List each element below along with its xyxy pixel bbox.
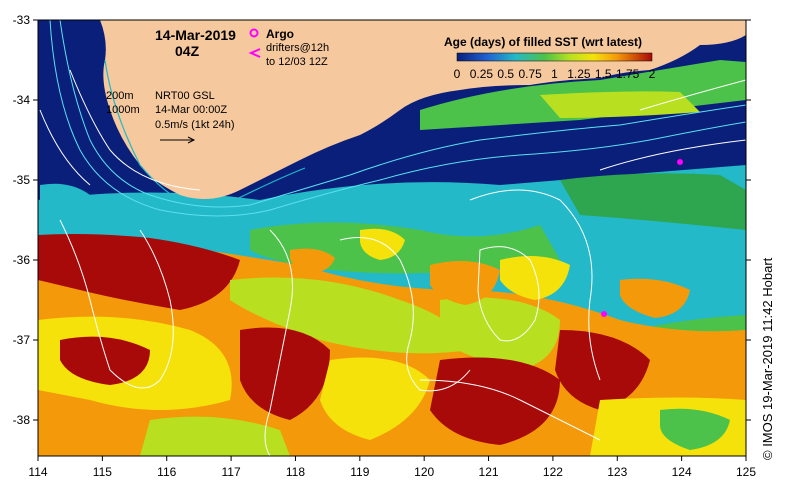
x-tick-label: 125 bbox=[736, 465, 756, 479]
x-tick-label: 123 bbox=[607, 465, 627, 479]
velocity-scale-arrow bbox=[160, 136, 196, 144]
x-tick-label: 117 bbox=[222, 465, 241, 479]
argo-legend-label: Argo bbox=[266, 27, 294, 41]
velocity-scale-label: 0.5m/s (1kt 24h) bbox=[155, 119, 234, 131]
colorbar-tick-label: 2 bbox=[649, 67, 656, 81]
x-tick-label: 116 bbox=[157, 465, 176, 479]
x-tick-label: 114 bbox=[28, 465, 47, 479]
x-tick-label: 115 bbox=[93, 465, 112, 479]
isobath-label-1000m: 1000m bbox=[106, 104, 140, 116]
drifters-legend-label: drifters@12h bbox=[266, 42, 329, 54]
colorbar-tick-label: 0.25 bbox=[470, 67, 494, 81]
argo-float-marker bbox=[677, 159, 683, 165]
y-tick-label: -33 bbox=[13, 13, 31, 27]
credit-line: © IMOS 19-Mar-2019 11:42 Hobart bbox=[760, 257, 775, 460]
x-tick-label: 124 bbox=[672, 465, 692, 479]
map-date: 14-Mar-2019 bbox=[155, 27, 236, 43]
drifters-legend-range: to 12/03 12Z bbox=[266, 56, 328, 68]
x-tick-label: 119 bbox=[350, 465, 369, 479]
colorbar-tick-label: 0.5 bbox=[497, 67, 514, 81]
isobath-label-200m: 200m bbox=[106, 90, 134, 102]
x-axis: 114 115 116 117 118 119 120 121 122 123 124 125 bbox=[28, 456, 756, 479]
colorbar-tick-label: 1 bbox=[551, 67, 558, 81]
colorbar-title: Age (days) of filled SST (wrt latest) bbox=[444, 35, 642, 49]
plot-frame bbox=[37, 19, 747, 457]
x-tick-label: 121 bbox=[479, 465, 499, 479]
y-tick-label: -35 bbox=[13, 173, 31, 187]
x-tick-label: 118 bbox=[286, 465, 305, 479]
product-time: 14-Mar 00:00Z bbox=[155, 104, 227, 116]
argo-legend-icon bbox=[249, 28, 259, 38]
y-axis: -33 -34 -35 -36 -37 -38 bbox=[13, 13, 751, 427]
colorbar-tick-label: 1.25 bbox=[567, 67, 591, 81]
x-tick-label: 122 bbox=[543, 465, 563, 479]
colorbar-tick-label: 0.75 bbox=[518, 67, 542, 81]
colorbar-ticks: 0 0.25 0.5 0.75 1 1.25 1.5 1.75 2 bbox=[454, 67, 656, 81]
drifter-legend-icon bbox=[248, 48, 261, 58]
colorbar-tick-label: 1.5 bbox=[595, 67, 612, 81]
y-tick-label: -38 bbox=[13, 413, 31, 427]
y-tick-label: -36 bbox=[13, 253, 31, 267]
map-time: 04Z bbox=[175, 43, 200, 59]
colorbar bbox=[456, 52, 653, 62]
argo-float-marker bbox=[601, 311, 607, 317]
colorbar-tick-label: 0 bbox=[454, 67, 461, 81]
map-field bbox=[38, 20, 746, 456]
y-tick-label: -34 bbox=[13, 93, 31, 107]
x-tick-label: 120 bbox=[414, 465, 434, 479]
y-tick-label: -37 bbox=[13, 333, 31, 347]
colorbar-tick-label: 1.75 bbox=[616, 67, 640, 81]
product-name: NRT00 GSL bbox=[155, 90, 215, 102]
